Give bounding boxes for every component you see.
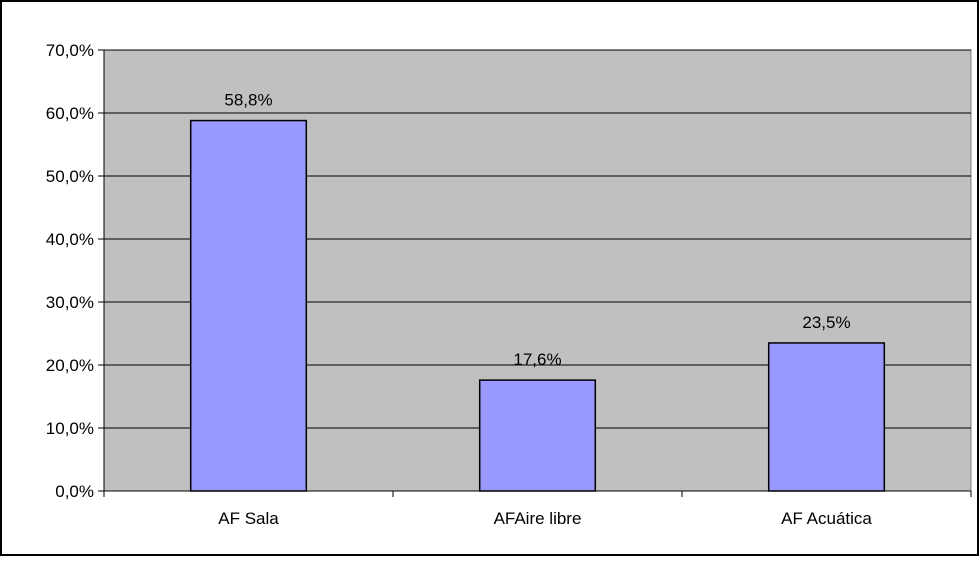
- data-label: 17,6%: [513, 350, 561, 369]
- data-label: 23,5%: [802, 313, 850, 332]
- x-tick-label: AF Sala: [218, 509, 279, 528]
- labels: 0,0% 10,0% 20,0% 30,0% 40,0% 50,0% 60,0% 70,0% 5…: [46, 41, 873, 528]
- y-tick-label: 50,0%: [46, 167, 94, 186]
- x-tick-label: AFAire libre: [494, 509, 582, 528]
- bar: [478, 379, 597, 492]
- bars: [189, 119, 886, 492]
- y-tick-label: 30,0%: [46, 293, 94, 312]
- bar: [189, 119, 308, 492]
- y-tick-label: 20,0%: [46, 356, 94, 375]
- y-tick-label: 60,0%: [46, 104, 94, 123]
- y-tick-label: 0,0%: [55, 482, 94, 501]
- axes: [98, 49, 972, 497]
- data-label: 58,8%: [224, 91, 272, 110]
- bar: [767, 342, 886, 492]
- x-tick-label: AF Acuática: [781, 509, 872, 528]
- y-tick-label: 10,0%: [46, 419, 94, 438]
- y-tick-label: 70,0%: [46, 41, 94, 60]
- y-tick-label: 40,0%: [46, 230, 94, 249]
